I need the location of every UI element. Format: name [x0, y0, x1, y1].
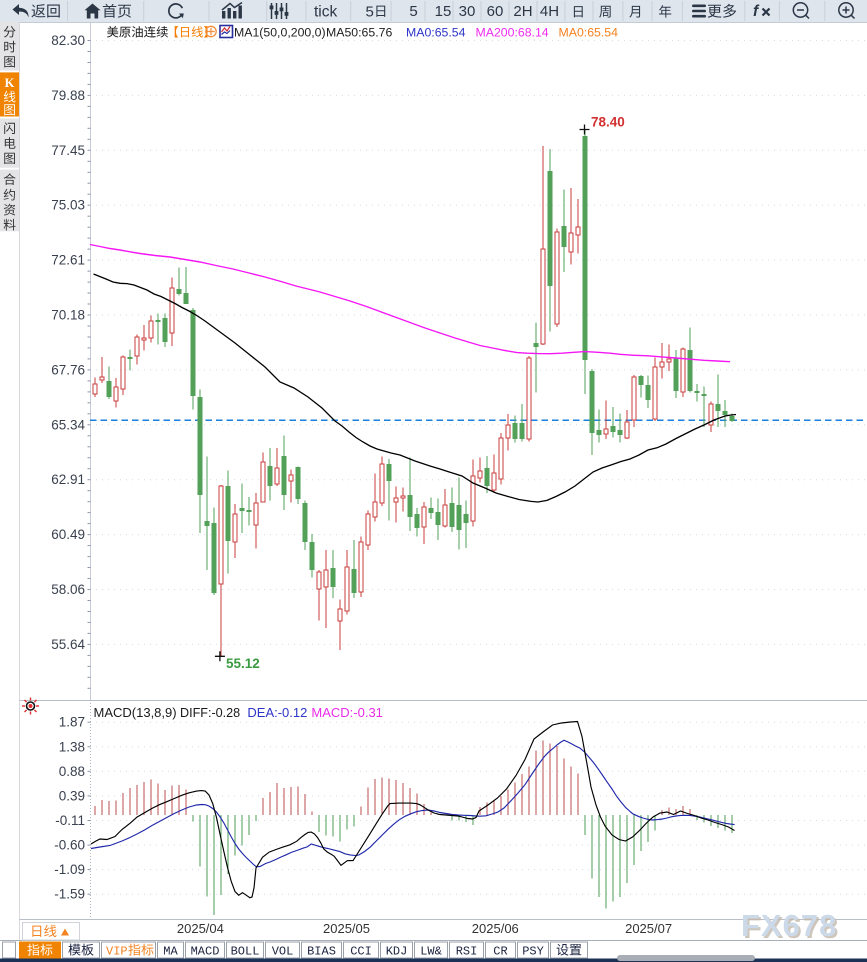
svg-text:2H: 2H — [513, 3, 532, 20]
svg-text:5: 5 — [366, 4, 374, 21]
svg-text:VOL: VOL — [272, 945, 294, 959]
svg-text:BOLL: BOLL — [231, 945, 260, 959]
svg-text:2025/04: 2025/04 — [177, 921, 224, 936]
svg-text:78.40: 78.40 — [591, 115, 625, 130]
svg-text:FX678: FX678 — [743, 910, 839, 945]
svg-text:0.88: 0.88 — [59, 764, 85, 779]
svg-text:MACD: MACD — [191, 945, 220, 959]
svg-text:2025/06: 2025/06 — [472, 921, 519, 936]
svg-text:DIFF:-0.28: DIFF:-0.28 — [180, 706, 240, 720]
svg-text:1.38: 1.38 — [59, 739, 85, 754]
svg-text:55.64: 55.64 — [51, 637, 85, 652]
svg-text:f: f — [753, 3, 760, 20]
svg-text:VIP: VIP — [106, 945, 128, 959]
svg-text:15: 15 — [435, 3, 452, 20]
svg-text:70.18: 70.18 — [51, 308, 85, 323]
svg-text:LW&: LW& — [420, 945, 442, 959]
svg-text:-1.09: -1.09 — [54, 862, 85, 877]
svg-text:DEA:-0.12: DEA:-0.12 — [247, 705, 307, 720]
svg-text:77.45: 77.45 — [51, 143, 85, 158]
svg-text:0.39: 0.39 — [59, 788, 85, 803]
svg-text:67.76: 67.76 — [51, 362, 85, 377]
svg-text:MA0:65.54: MA0:65.54 — [559, 26, 619, 40]
svg-text:72.61: 72.61 — [51, 253, 85, 268]
svg-text:MACD(13,8,9): MACD(13,8,9) — [94, 705, 177, 720]
svg-text:82.30: 82.30 — [51, 33, 85, 48]
svg-text:MA200:68.14: MA200:68.14 — [476, 26, 549, 40]
svg-text:MACD:-0.31: MACD:-0.31 — [311, 705, 383, 720]
svg-text:MA50:65.76: MA50:65.76 — [326, 26, 392, 40]
svg-text:30: 30 — [459, 3, 476, 20]
svg-text:65.34: 65.34 — [51, 417, 85, 432]
svg-text:58.06: 58.06 — [51, 582, 85, 597]
svg-text:RSI: RSI — [456, 945, 478, 959]
svg-text:62.91: 62.91 — [51, 472, 85, 487]
svg-text:-1.59: -1.59 — [54, 887, 85, 902]
svg-text:79.88: 79.88 — [51, 88, 85, 103]
svg-text:FX678: FX678 — [741, 908, 837, 943]
svg-text:5: 5 — [409, 3, 417, 20]
svg-text:BIAS: BIAS — [307, 945, 336, 959]
svg-text:K: K — [5, 76, 15, 90]
svg-text:2025/07: 2025/07 — [625, 921, 672, 936]
svg-text:60: 60 — [487, 3, 504, 20]
svg-text:60.49: 60.49 — [51, 527, 85, 542]
svg-text:CCI: CCI — [350, 945, 372, 959]
svg-text:1.87: 1.87 — [59, 715, 85, 730]
svg-text:CR: CR — [493, 945, 507, 959]
svg-text:-0.60: -0.60 — [54, 838, 85, 853]
svg-text:2025/05: 2025/05 — [323, 921, 370, 936]
svg-text:tick: tick — [314, 4, 338, 21]
svg-text:KDJ: KDJ — [386, 945, 408, 959]
svg-text:4H: 4H — [540, 3, 559, 20]
svg-text:MA: MA — [163, 945, 178, 959]
svg-text:75.03: 75.03 — [51, 198, 85, 213]
svg-text:MA1(50,0,200,0): MA1(50,0,200,0) — [234, 26, 326, 40]
svg-text:MA0:65.54: MA0:65.54 — [406, 26, 466, 40]
svg-text:55.12: 55.12 — [226, 656, 260, 671]
svg-text:PSY: PSY — [522, 945, 544, 959]
svg-text:-0.11: -0.11 — [55, 813, 85, 828]
